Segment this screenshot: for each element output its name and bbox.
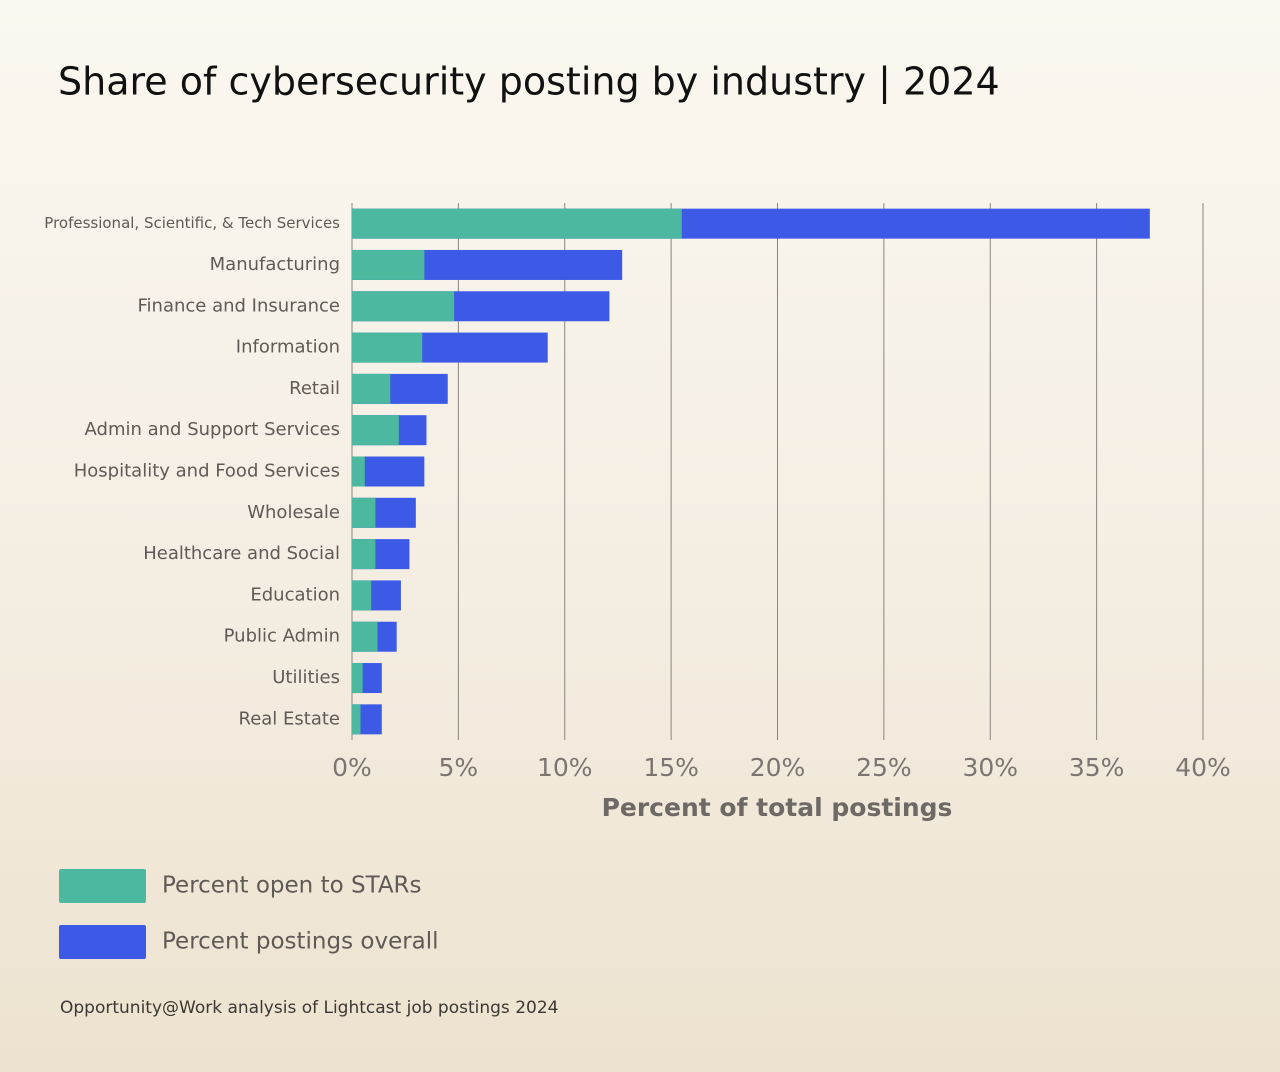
bar — [352, 415, 399, 446]
bar — [352, 208, 682, 239]
x-axis-label: Percent of total postings — [602, 793, 953, 822]
y-tick-label: Hospitality and Food Services — [74, 461, 340, 482]
y-tick-label: Retail — [289, 378, 340, 399]
bar — [352, 456, 365, 487]
y-tick-label: Finance and Insurance — [138, 295, 340, 316]
x-tick-label: 35% — [1069, 753, 1125, 782]
y-tick-label: Utilities — [272, 667, 340, 688]
x-tick-label: 30% — [962, 753, 1018, 782]
x-tick-label: 40% — [1175, 753, 1231, 782]
y-tick-label: Real Estate — [239, 708, 341, 729]
x-tick-label: 25% — [856, 753, 912, 782]
y-tick-label: Education — [250, 584, 340, 605]
x-tick-label: 10% — [537, 753, 593, 782]
source-note: Opportunity@Work analysis of Lightcast j… — [60, 998, 558, 1018]
x-tick-label: 15% — [643, 753, 699, 782]
chart-title: Share of cybersecurity posting by indust… — [58, 60, 1000, 105]
legend-label: Percent open to STARs — [162, 873, 422, 899]
bar — [352, 373, 391, 404]
legend-swatch — [59, 925, 146, 959]
y-tick-label: Healthcare and Social — [143, 543, 340, 564]
bar — [352, 291, 455, 322]
bar — [352, 332, 423, 363]
bar — [352, 704, 361, 735]
bar — [352, 249, 425, 280]
x-tick-label: 5% — [439, 753, 479, 782]
y-tick-label: Wholesale — [247, 502, 340, 523]
legend-swatch — [59, 869, 146, 903]
bar — [352, 497, 376, 528]
x-tick-label: 20% — [750, 753, 806, 782]
bar — [352, 621, 378, 652]
bar — [352, 663, 363, 694]
bar — [352, 580, 372, 611]
y-tick-label: Professional, Scientific, & Tech Service… — [44, 214, 340, 232]
y-tick-label: Admin and Support Services — [85, 419, 340, 440]
legend-label: Percent postings overall — [162, 929, 439, 955]
y-tick-label: Public Admin — [224, 626, 340, 647]
y-tick-label: Manufacturing — [210, 254, 340, 275]
bar — [352, 539, 376, 570]
x-tick-label: 0% — [332, 753, 372, 782]
y-tick-label: Information — [236, 337, 340, 358]
